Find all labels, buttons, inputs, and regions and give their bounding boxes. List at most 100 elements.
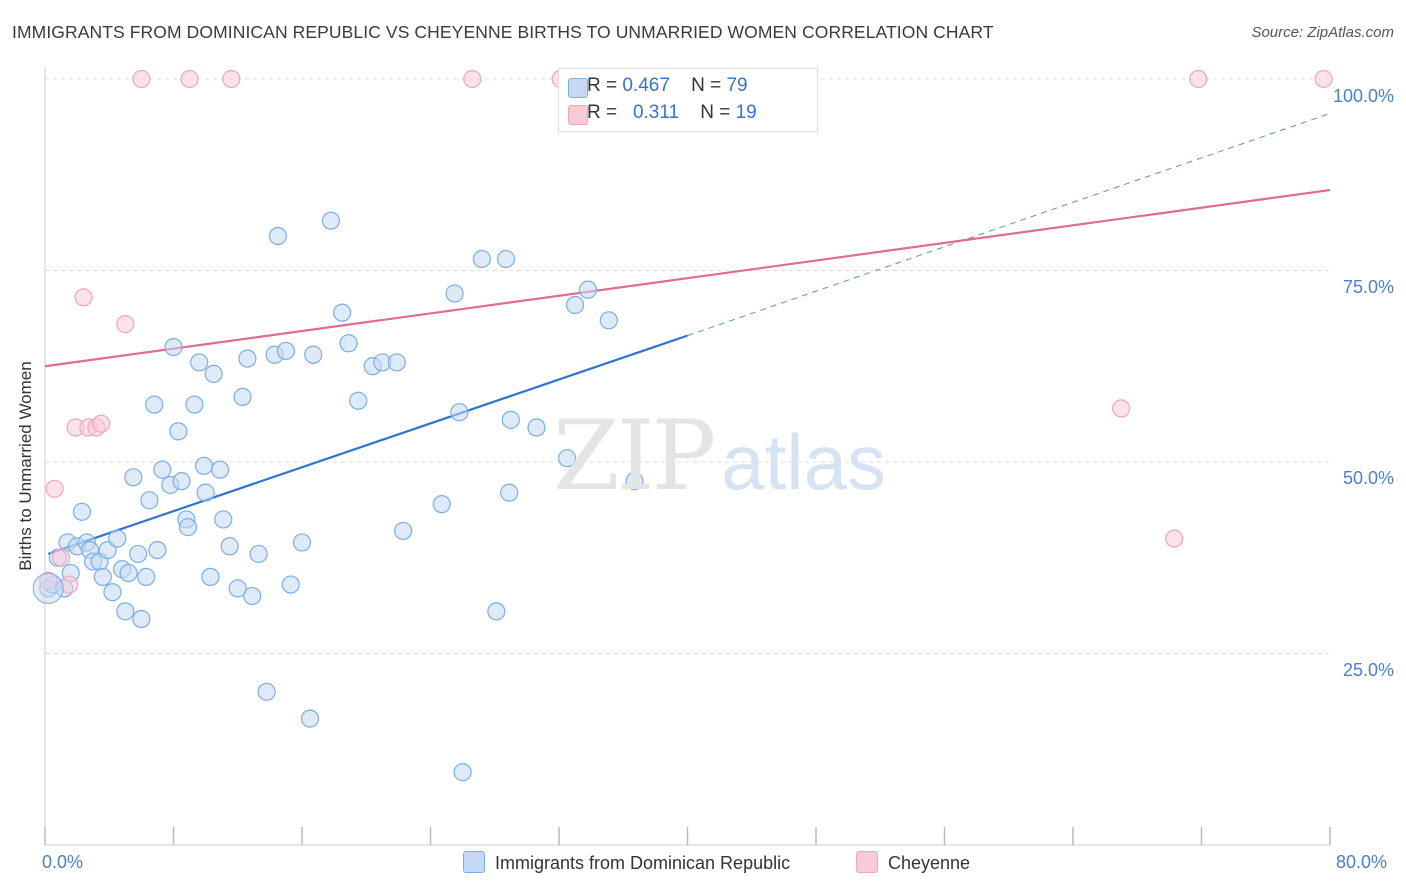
point-dominican: [228, 579, 247, 598]
y-axis-label: Births to Unmarried Women: [16, 361, 35, 571]
point-cheyenne: [45, 479, 64, 498]
point-dominican: [501, 410, 520, 429]
point-dominican: [190, 353, 209, 372]
point-dominican: [153, 460, 172, 479]
point-dominican: [578, 280, 598, 299]
gridlines: [45, 78, 1330, 654]
point-dominican: [292, 533, 312, 552]
point-cheyenne: [1189, 69, 1208, 89]
point-dominican: [137, 567, 156, 587]
point-dominican: [164, 338, 183, 357]
legend-r-label: R =: [587, 75, 618, 96]
point-dominican: [450, 403, 469, 422]
point-dominican: [276, 341, 296, 361]
point-dominican: [148, 540, 167, 560]
point-dominican: [140, 491, 159, 510]
legend-r-value: 0.311: [632, 102, 680, 123]
chart-title: IMMIGRANTS FROM DOMINICAN REPUBLIC VS CH…: [12, 22, 994, 42]
point-dominican: [432, 495, 451, 514]
point-dominican: [108, 529, 127, 548]
y-tick-label: 100.0%: [1332, 86, 1394, 106]
axes: [44, 68, 1331, 846]
point-dominican: [233, 387, 252, 406]
point-dominican: [599, 311, 618, 330]
point-cheyenne: [1112, 399, 1131, 418]
point-dominican: [178, 518, 198, 537]
point-dominican: [281, 575, 300, 594]
legend-swatch-pink: [568, 105, 588, 125]
legend-swatch-pink: [856, 851, 878, 873]
point-dominican: [565, 295, 585, 315]
stats-legend: R = 0.467 N = 79 R = 0.311 N = 19: [558, 68, 818, 132]
legend-n-label: N =: [700, 102, 731, 123]
source-label: Source: ZipAtlas.com: [1251, 24, 1394, 41]
point-dominican: [527, 418, 546, 437]
point-dominican: [445, 284, 464, 303]
point-dominican: [321, 211, 341, 230]
legend-n-value: 79: [726, 75, 748, 96]
y-tick-label: 75.0%: [1342, 277, 1394, 297]
legend-item-cheyenne: Cheyenne: [856, 851, 970, 874]
x-tick-label: 0.0%: [42, 852, 84, 872]
trendline-dominican: [47, 334, 688, 555]
point-cheyenne: [116, 315, 135, 334]
point-dominican: [625, 472, 644, 491]
point-dominican: [238, 349, 257, 368]
trendline-extension: [687, 112, 1331, 337]
point-dominican: [124, 468, 143, 487]
point-dominican: [201, 567, 220, 587]
point-dominican: [339, 334, 358, 353]
point-dominican: [472, 249, 491, 269]
point-dominican: [257, 682, 276, 701]
point-dominican: [119, 563, 138, 583]
point-dominican: [204, 364, 223, 384]
point-dominican: [333, 303, 352, 322]
legend-label: Immigrants from Dominican Republic: [495, 853, 791, 873]
legend-item-dominican: Immigrants from Dominican Republic: [463, 851, 790, 874]
point-dominican: [194, 456, 214, 475]
point-dominican: [243, 586, 262, 606]
point-dominican: [557, 449, 577, 468]
y-tick-label: 25.0%: [1342, 660, 1394, 680]
point-dominican: [394, 521, 413, 541]
point-dominican: [496, 249, 516, 269]
point-cheyenne: [463, 69, 482, 89]
point-cheyenne: [222, 69, 241, 89]
point-cheyenne: [180, 69, 199, 89]
point-dominican-large: [32, 572, 64, 604]
legend-swatch-blue: [463, 851, 485, 873]
watermark-zip: ZIP: [553, 400, 716, 512]
x-tick-label: 80.0%: [1336, 852, 1388, 872]
legend-row-blue: R = 0.467 N = 79: [568, 75, 748, 99]
point-cheyenne: [92, 414, 111, 433]
point-dominican: [500, 483, 519, 502]
point-dominican: [93, 567, 112, 587]
point-dominican: [268, 226, 288, 246]
point-dominican: [487, 602, 506, 621]
point-dominican: [387, 353, 406, 372]
point-dominican: [145, 395, 164, 414]
point-dominican: [220, 537, 239, 556]
point-dominican: [300, 709, 320, 728]
legend-n-label: N =: [691, 75, 722, 96]
point-dominican: [185, 395, 204, 414]
point-dominican: [210, 460, 230, 479]
point-dominican: [453, 763, 472, 782]
legend-r-label: R =: [587, 102, 618, 123]
point-cheyenne: [51, 548, 71, 567]
point-dominican: [172, 472, 191, 491]
point-cheyenne: [1165, 529, 1184, 548]
point-cheyenne: [1314, 69, 1333, 89]
data-points: [32, 69, 1333, 782]
point-dominican: [103, 583, 122, 602]
y-tick-label: 50.0%: [1342, 468, 1394, 488]
point-dominican: [169, 422, 188, 441]
point-dominican: [72, 502, 92, 521]
point-cheyenne: [74, 288, 93, 307]
point-dominican: [304, 345, 323, 364]
legend-label: Cheyenne: [888, 853, 971, 873]
point-dominican: [196, 483, 215, 502]
watermark: ZIP atlas: [553, 400, 886, 512]
point-dominican: [249, 544, 268, 564]
